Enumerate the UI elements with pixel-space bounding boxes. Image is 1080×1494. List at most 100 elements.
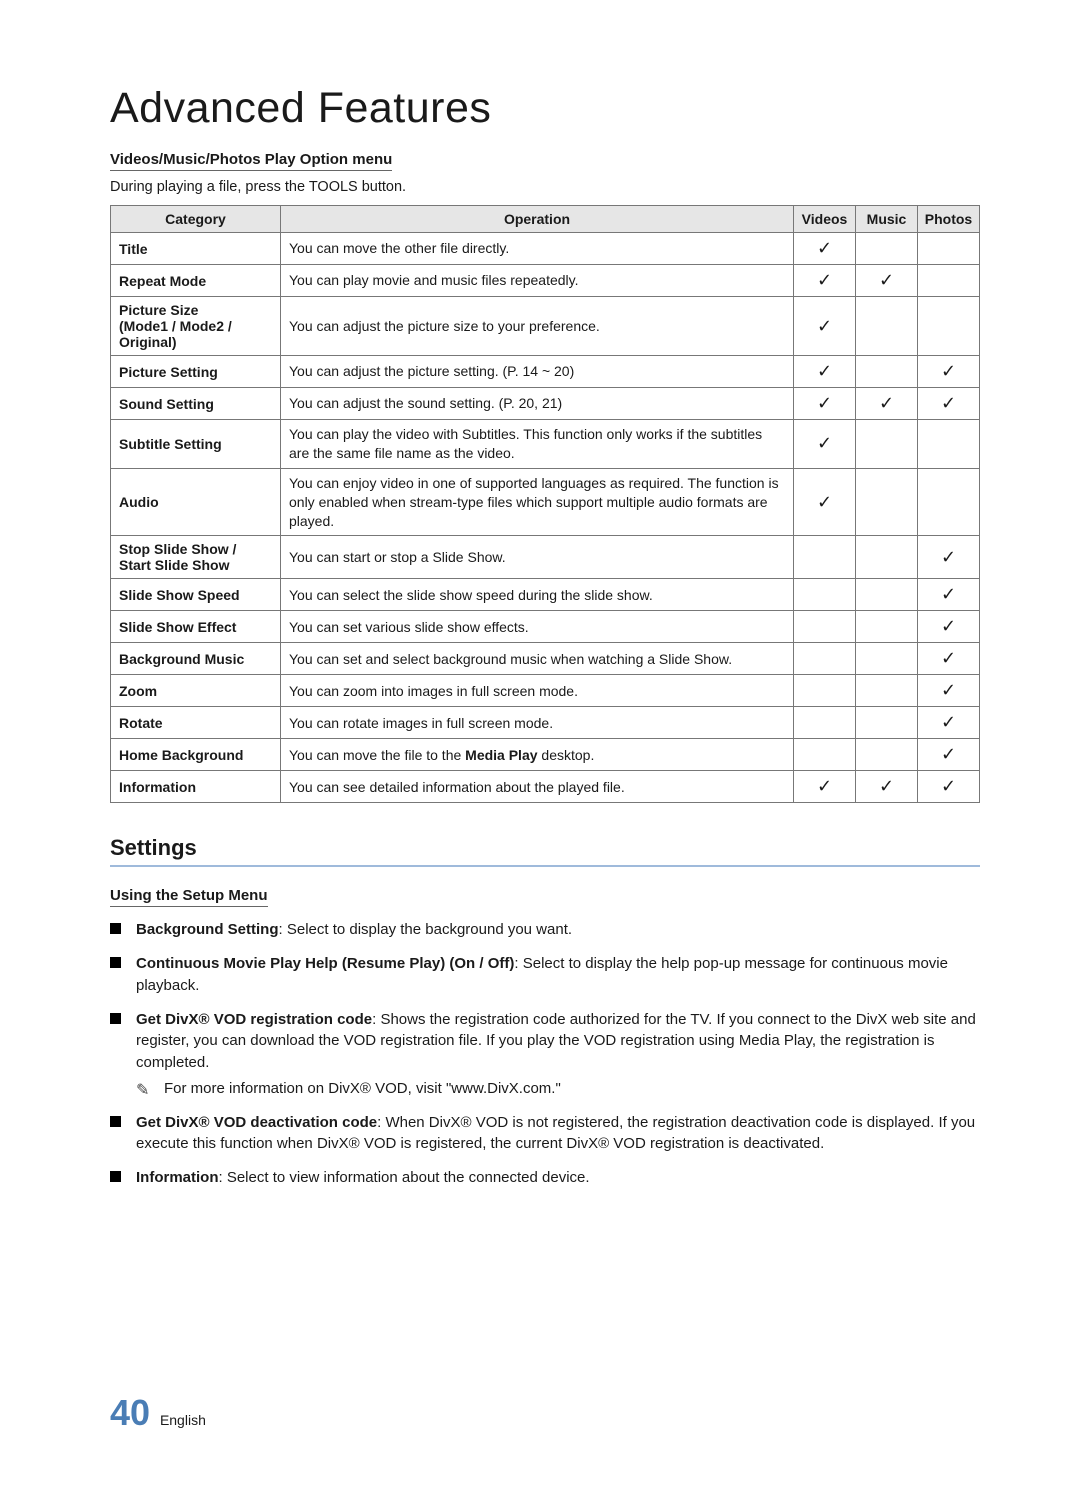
cell-checkbox: [794, 643, 856, 675]
col-category: Category: [111, 206, 281, 233]
cell-checkbox: [794, 675, 856, 707]
cell-category: Background Music: [111, 643, 281, 675]
cell-checkbox: [794, 536, 856, 579]
col-videos: Videos: [794, 206, 856, 233]
cell-checkbox: ✓: [794, 356, 856, 388]
cell-category: Zoom: [111, 675, 281, 707]
check-icon: ✓: [941, 680, 956, 701]
cell-checkbox: [856, 739, 918, 771]
check-icon: ✓: [941, 712, 956, 733]
cell-checkbox: [794, 707, 856, 739]
page-title: Advanced Features: [110, 84, 980, 133]
play-option-heading: Videos/Music/Photos Play Option menu: [110, 151, 392, 171]
cell-checkbox: [918, 233, 980, 265]
setup-note: ✎For more information on DivX® VOD, visi…: [136, 1078, 980, 1100]
cell-checkbox: [918, 297, 980, 356]
check-icon: ✓: [941, 547, 956, 568]
cell-checkbox: [856, 675, 918, 707]
cell-category: Subtitle Setting: [111, 420, 281, 469]
cell-checkbox: ✓: [794, 297, 856, 356]
cell-checkbox: ✓: [918, 388, 980, 420]
cell-category: Slide Show Effect: [111, 611, 281, 643]
table-row: RotateYou can rotate images in full scre…: [111, 707, 980, 739]
cell-checkbox: ✓: [918, 611, 980, 643]
cell-checkbox: [856, 611, 918, 643]
cell-checkbox: ✓: [918, 675, 980, 707]
settings-heading: Settings: [110, 835, 980, 867]
cell-category: Information: [111, 771, 281, 803]
cell-checkbox: [856, 707, 918, 739]
cell-checkbox: ✓: [856, 771, 918, 803]
cell-checkbox: [856, 536, 918, 579]
cell-checkbox: ✓: [918, 739, 980, 771]
cell-operation: You can select the slide show speed duri…: [281, 579, 794, 611]
cell-checkbox: [794, 611, 856, 643]
check-icon: ✓: [941, 361, 956, 382]
cell-checkbox: ✓: [918, 579, 980, 611]
cell-checkbox: ✓: [918, 356, 980, 388]
cell-category: Repeat Mode: [111, 265, 281, 297]
cell-checkbox: ✓: [918, 707, 980, 739]
cell-operation: You can move the file to the Media Play …: [281, 739, 794, 771]
table-row: Home BackgroundYou can move the file to …: [111, 739, 980, 771]
col-photos: Photos: [918, 206, 980, 233]
check-icon: ✓: [941, 744, 956, 765]
col-music: Music: [856, 206, 918, 233]
check-icon: ✓: [941, 616, 956, 637]
page-language: English: [160, 1412, 206, 1428]
cell-checkbox: [856, 420, 918, 469]
setup-item: Continuous Movie Play Help (Resume Play)…: [110, 953, 980, 997]
table-row: Repeat ModeYou can play movie and music …: [111, 265, 980, 297]
cell-checkbox: [856, 643, 918, 675]
cell-checkbox: [918, 468, 980, 536]
table-row: Picture Size (Mode1 / Mode2 / Original)Y…: [111, 297, 980, 356]
cell-checkbox: ✓: [794, 420, 856, 469]
cell-checkbox: ✓: [794, 233, 856, 265]
cell-checkbox: [918, 420, 980, 469]
check-icon: ✓: [817, 492, 832, 513]
setup-item: Information: Select to view information …: [110, 1167, 980, 1189]
cell-operation: You can adjust the sound setting. (P. 20…: [281, 388, 794, 420]
cell-operation: You can adjust the picture size to your …: [281, 297, 794, 356]
table-row: Sound SettingYou can adjust the sound se…: [111, 388, 980, 420]
check-icon: ✓: [879, 270, 894, 291]
cell-operation: You can see detailed information about t…: [281, 771, 794, 803]
cell-checkbox: [794, 739, 856, 771]
cell-category: Slide Show Speed: [111, 579, 281, 611]
cell-operation: You can set various slide show effects.: [281, 611, 794, 643]
table-row: AudioYou can enjoy video in one of suppo…: [111, 468, 980, 536]
table-row: TitleYou can move the other file directl…: [111, 233, 980, 265]
check-icon: ✓: [817, 316, 832, 337]
col-operation: Operation: [281, 206, 794, 233]
cell-checkbox: [856, 297, 918, 356]
setup-item-title: Background Setting: [136, 921, 279, 938]
play-option-table: Category Operation Videos Music Photos T…: [110, 205, 980, 803]
table-row: Slide Show SpeedYou can select the slide…: [111, 579, 980, 611]
cell-checkbox: [856, 579, 918, 611]
setup-item-title: Get DivX® VOD deactivation code: [136, 1114, 377, 1131]
setup-item: Get DivX® VOD deactivation code: When Di…: [110, 1112, 980, 1156]
table-row: Subtitle SettingYou can play the video w…: [111, 420, 980, 469]
check-icon: ✓: [879, 393, 894, 414]
cell-operation: You can play the video with Subtitles. T…: [281, 420, 794, 469]
cell-checkbox: ✓: [856, 388, 918, 420]
setup-item-title: Get DivX® VOD registration code: [136, 1011, 372, 1028]
check-icon: ✓: [941, 393, 956, 414]
table-header-row: Category Operation Videos Music Photos: [111, 206, 980, 233]
cell-category: Rotate: [111, 707, 281, 739]
cell-operation: You can zoom into images in full screen …: [281, 675, 794, 707]
cell-category: Picture Setting: [111, 356, 281, 388]
table-row: Stop Slide Show / Start Slide ShowYou ca…: [111, 536, 980, 579]
cell-operation: You can set and select background music …: [281, 643, 794, 675]
cell-operation: You can play movie and music files repea…: [281, 265, 794, 297]
cell-category: Stop Slide Show / Start Slide Show: [111, 536, 281, 579]
setup-item-title: Information: [136, 1169, 219, 1186]
cell-operation: You can move the other file directly.: [281, 233, 794, 265]
setup-menu-heading: Using the Setup Menu: [110, 887, 268, 907]
cell-checkbox: [856, 468, 918, 536]
cell-checkbox: [794, 579, 856, 611]
cell-category: Audio: [111, 468, 281, 536]
cell-checkbox: ✓: [918, 536, 980, 579]
check-icon: ✓: [879, 776, 894, 797]
cell-checkbox: ✓: [856, 265, 918, 297]
